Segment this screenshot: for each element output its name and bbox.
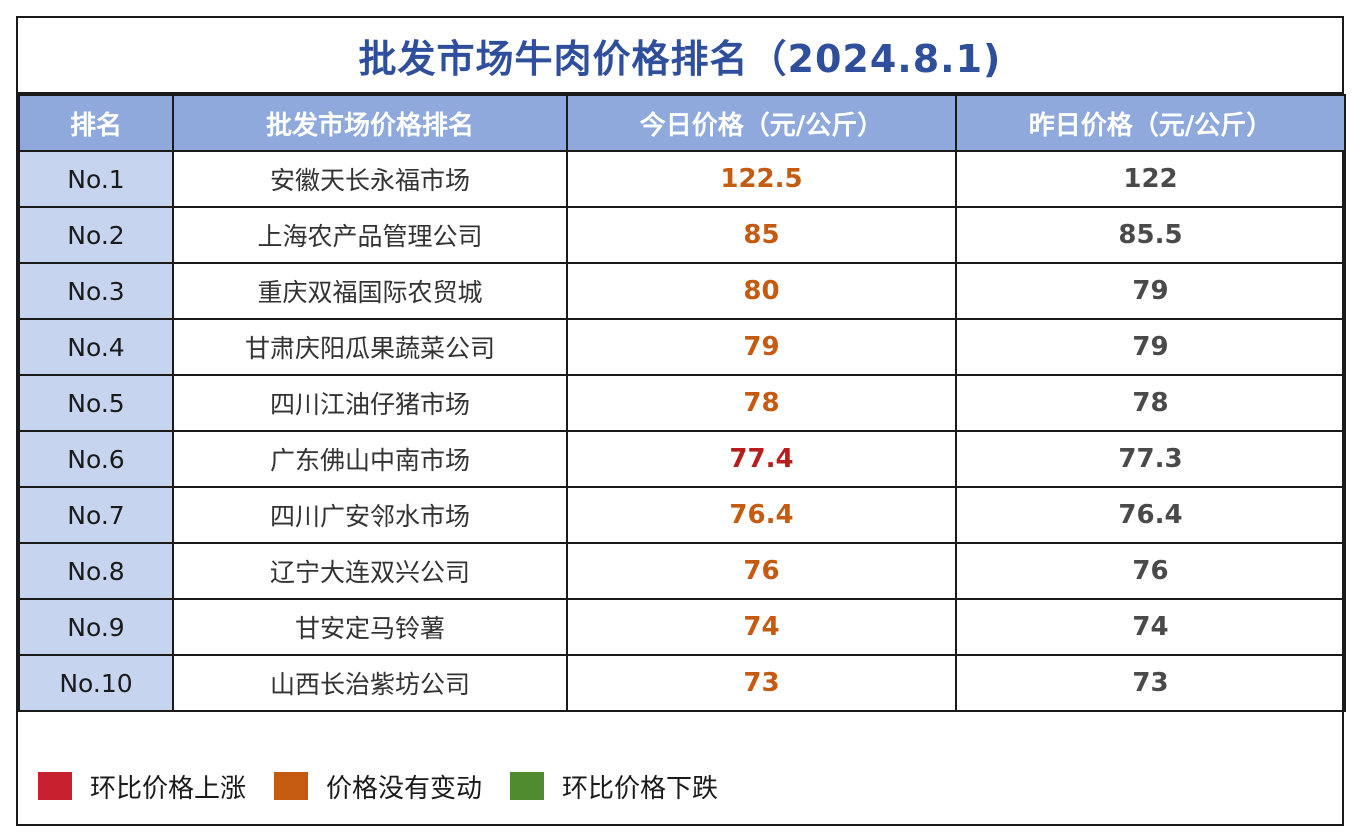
today-price-cell: 80 xyxy=(566,262,957,320)
header-today-price: 今日价格（元/公斤） xyxy=(566,94,957,152)
today-price-cell: 73 xyxy=(566,654,957,712)
legend-label-down: 环比价格下跌 xyxy=(562,773,719,804)
market-cell: 上海农产品管理公司 xyxy=(172,206,568,264)
today-price-cell: 79 xyxy=(566,318,957,376)
today-price-cell: 76 xyxy=(566,542,957,600)
rank-cell: No.4 xyxy=(18,318,174,376)
legend-label-up: 环比价格上涨 xyxy=(90,773,247,804)
table-row: No.8 辽宁大连双兴公司 76 76 xyxy=(18,542,1346,600)
rank-cell: No.7 xyxy=(18,486,174,544)
today-price-cell: 78 xyxy=(566,374,957,432)
yesterday-price-cell: 76.4 xyxy=(955,486,1346,544)
rank-cell: No.5 xyxy=(18,374,174,432)
market-cell: 安徽天长永福市场 xyxy=(172,150,568,208)
page-title: 批发市场牛肉价格排名（2024.8.1) xyxy=(18,18,1342,94)
market-cell: 辽宁大连双兴公司 xyxy=(172,542,568,600)
header-rank: 排名 xyxy=(18,94,174,152)
rank-cell: No.10 xyxy=(18,654,174,712)
legend-item-up: 环比价格上涨 xyxy=(38,768,246,805)
market-cell: 山西长治紫坊公司 xyxy=(172,654,568,712)
table-row: No.3 重庆双福国际农贸城 80 79 xyxy=(18,262,1346,320)
yesterday-price-cell: 79 xyxy=(955,262,1346,320)
table-row: No.6 广东佛山中南市场 77.4 77.3 xyxy=(18,430,1346,488)
price-ranking-sheet: 批发市场牛肉价格排名（2024.8.1) 排名 批发市场价格排名 今日价格（元/… xyxy=(16,16,1346,826)
legend-item-same: 价格没有变动 xyxy=(274,768,482,805)
table-row: No.1 安徽天长永福市场 122.5 122 xyxy=(18,150,1346,208)
market-cell: 甘肃庆阳瓜果蔬菜公司 xyxy=(172,318,568,376)
yesterday-price-cell: 78 xyxy=(955,374,1346,432)
rank-cell: No.3 xyxy=(18,262,174,320)
table-row: No.5 四川江油仔猪市场 78 78 xyxy=(18,374,1346,432)
today-price-cell: 122.5 xyxy=(566,150,957,208)
legend: 环比价格上涨 价格没有变动 环比价格下跌 xyxy=(38,766,746,806)
table-row: No.9 甘安定马铃薯 74 74 xyxy=(18,598,1346,656)
legend-swatch-up xyxy=(38,772,72,800)
yesterday-price-cell: 85.5 xyxy=(955,206,1346,264)
yesterday-price-cell: 77.3 xyxy=(955,430,1346,488)
table-header-row: 排名 批发市场价格排名 今日价格（元/公斤） 昨日价格（元/公斤） xyxy=(18,94,1346,152)
yesterday-price-cell: 79 xyxy=(955,318,1346,376)
rank-cell: No.6 xyxy=(18,430,174,488)
header-yesterday-price: 昨日价格（元/公斤） xyxy=(955,94,1346,152)
header-market: 批发市场价格排名 xyxy=(172,94,568,152)
market-cell: 甘安定马铃薯 xyxy=(172,598,568,656)
yesterday-price-cell: 73 xyxy=(955,654,1346,712)
legend-item-down: 环比价格下跌 xyxy=(510,768,718,805)
rank-cell: No.1 xyxy=(18,150,174,208)
market-cell: 重庆双福国际农贸城 xyxy=(172,262,568,320)
table-row: No.7 四川广安邻水市场 76.4 76.4 xyxy=(18,486,1346,544)
legend-label-same: 价格没有变动 xyxy=(326,773,483,804)
legend-swatch-same xyxy=(274,772,309,800)
yesterday-price-cell: 76 xyxy=(955,542,1346,600)
yesterday-price-cell: 74 xyxy=(955,598,1346,656)
yesterday-price-cell: 122 xyxy=(955,150,1346,208)
today-price-cell: 77.4 xyxy=(566,430,957,488)
rank-cell: No.8 xyxy=(18,542,174,600)
today-price-cell: 74 xyxy=(566,598,957,656)
legend-swatch-down xyxy=(510,772,545,800)
market-cell: 广东佛山中南市场 xyxy=(172,430,568,488)
table-row: No.10 山西长治紫坊公司 73 73 xyxy=(18,654,1346,712)
rank-cell: No.9 xyxy=(18,598,174,656)
market-cell: 四川广安邻水市场 xyxy=(172,486,568,544)
table-row: No.2 上海农产品管理公司 85 85.5 xyxy=(18,206,1346,264)
rank-cell: No.2 xyxy=(18,206,174,264)
today-price-cell: 76.4 xyxy=(566,486,957,544)
table-row: No.4 甘肃庆阳瓜果蔬菜公司 79 79 xyxy=(18,318,1346,376)
market-cell: 四川江油仔猪市场 xyxy=(172,374,568,432)
price-table: 排名 批发市场价格排名 今日价格（元/公斤） 昨日价格（元/公斤） No.1 安… xyxy=(18,94,1346,712)
today-price-cell: 85 xyxy=(566,206,957,264)
